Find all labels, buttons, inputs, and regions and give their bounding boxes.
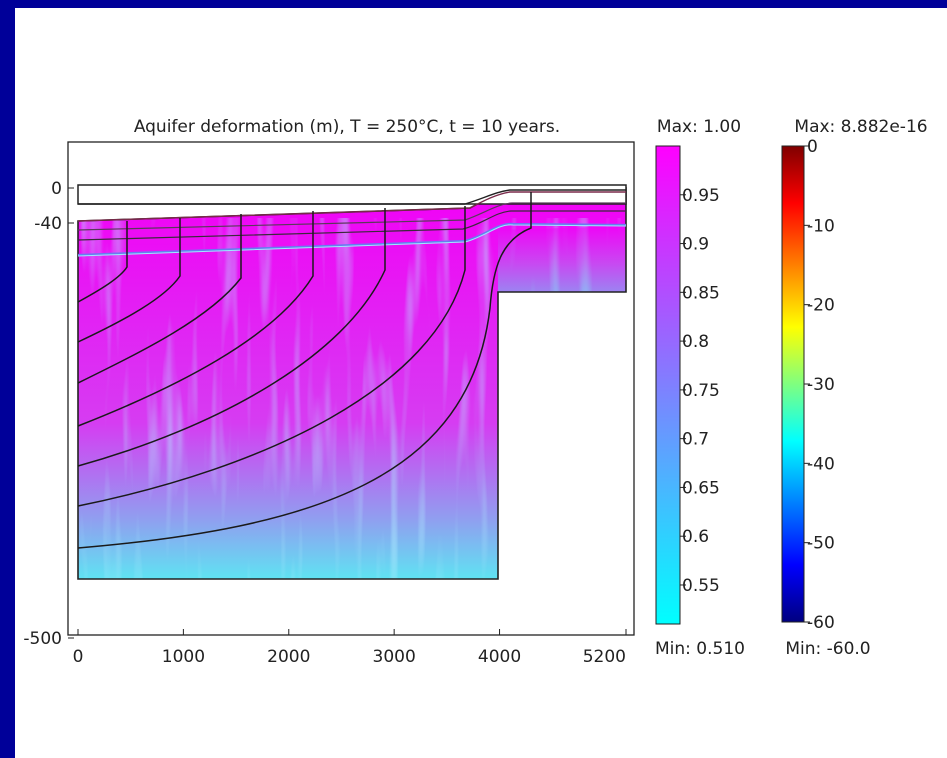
- surface-tick-label-3: 0.8: [682, 332, 709, 352]
- contour-tick-label-2: -20: [807, 296, 835, 316]
- contour-tick-label-5: -50: [807, 534, 835, 554]
- contour-line-5: [77, 206, 466, 507]
- contour-tick-label-0: 0: [807, 137, 818, 157]
- surface-tick-label-0: 0.95: [682, 186, 720, 206]
- contour-line-3: [77, 211, 314, 427]
- x-axis: 0 1000 2000 3000 4000 5200: [73, 629, 627, 667]
- surface-tick-label-5: 0.7: [682, 430, 709, 450]
- contour-lines: [77, 192, 532, 549]
- y-tick-label-2: -500: [23, 629, 62, 649]
- contour-tick-label-4: -40: [807, 454, 835, 474]
- contour-line-2: [77, 214, 242, 384]
- x-tick-label-0: 0: [73, 647, 84, 667]
- plot-area-frame: [67, 141, 635, 636]
- contour-max-label: Max: 8.882e-16: [794, 117, 927, 137]
- contour-line-4: [77, 208, 386, 467]
- contour-colorbar-gradient: [781, 145, 805, 623]
- surface-colorbar-gradient: [655, 145, 681, 625]
- deformation-surface: [77, 187, 627, 580]
- contour-line-0: [77, 221, 128, 303]
- x-tick-label-1: 1000: [162, 647, 205, 667]
- surface-tick-label-7: 0.6: [682, 527, 709, 547]
- contour-tick-label-1: -10: [807, 216, 835, 236]
- surface-tick-label-8: 0.55: [682, 576, 720, 596]
- surface-max-label: Max: 1.00: [657, 117, 741, 137]
- contour-line-1: [77, 218, 181, 343]
- x-tick-label-2: 2000: [267, 647, 310, 667]
- contour-min-label: Min: -60.0: [785, 639, 870, 659]
- slide: Aquifer deformation (m), T = 250°C, t = …: [15, 8, 947, 758]
- chart-title: Aquifer deformation (m), T = 250°C, t = …: [134, 117, 560, 137]
- y-axis: 0 -40 -500: [23, 179, 74, 649]
- surface-min-label: Min: 0.510: [655, 639, 745, 659]
- surface-colorbar: Max: 1.00 0.95 0.9 0.85 0.8 0.75 0.7 0.65 0.6 0.…: [655, 117, 745, 659]
- contour-tick-label-3: -30: [807, 375, 835, 395]
- x-tick-label-3: 3000: [373, 647, 416, 667]
- contour-colorbar: Max: 8.882e-16 0 -10 -20 -30 -40 -50 -60 Min: …: [781, 117, 928, 659]
- surface-tick-label-4: 0.75: [682, 381, 720, 401]
- chart: Aquifer deformation (m), T = 250°C, t = …: [23, 117, 928, 667]
- surface-tick-label-1: 0.9: [682, 235, 709, 255]
- x-tick-label-5: 5200: [583, 647, 626, 667]
- y-tick-label-1: -40: [34, 214, 62, 234]
- x-tick-label-4: 4000: [478, 647, 521, 667]
- contour-tick-label-6: -60: [807, 613, 835, 633]
- surface-tick-label-6: 0.65: [682, 478, 720, 498]
- y-tick-label-0: 0: [51, 179, 62, 199]
- contour-line-6: [77, 192, 532, 549]
- surface-tick-label-2: 0.85: [682, 283, 720, 303]
